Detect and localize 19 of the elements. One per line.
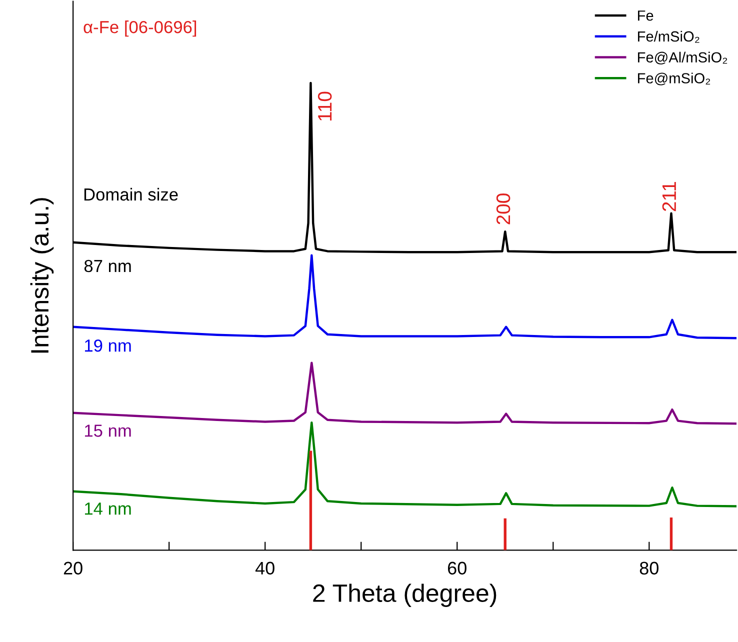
annotation: 19 nm	[85, 339, 131, 352]
annotation: Domain size	[84, 188, 178, 201]
legend-label: Fe/mSiO₂	[638, 30, 700, 43]
legend-label: Fe@Al/mSiO₂	[638, 52, 728, 64]
annotation: 14 nm	[85, 502, 131, 515]
annotation: 211	[662, 182, 676, 212]
annotation: 110	[318, 92, 332, 121]
x-tick-label: 60	[448, 562, 466, 575]
annotation: 87 nm	[84, 260, 131, 272]
annotation: 200	[496, 194, 510, 224]
annotation: 15 nm	[85, 424, 131, 437]
y-axis-title: Intensity (a.u.)	[30, 198, 54, 353]
x-tick-label: 20	[64, 562, 82, 575]
x-axis-title: 2 Theta (degree)	[313, 584, 496, 607]
x-tick-label: 40	[255, 562, 274, 575]
legend-label: Fe@mSiO₂	[638, 72, 710, 86]
text: α-Fe [06-0696]	[84, 20, 196, 37]
legend-label: Fe	[638, 10, 654, 21]
x-tick-label: 80	[640, 562, 658, 575]
